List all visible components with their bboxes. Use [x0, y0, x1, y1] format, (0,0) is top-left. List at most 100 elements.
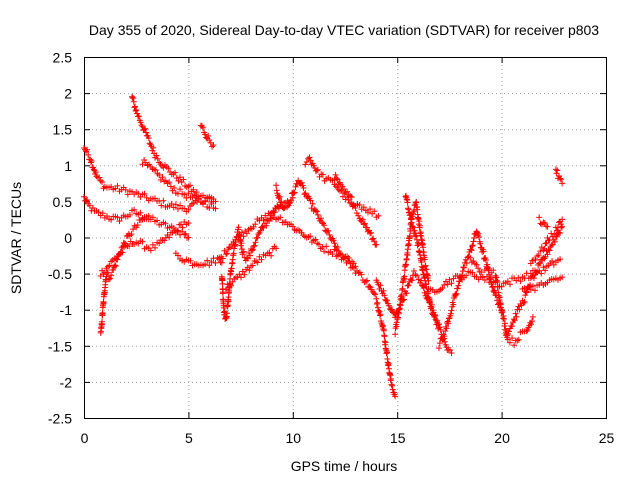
- data-points: [81, 93, 566, 400]
- data-point: [237, 236, 244, 243]
- data-point: [302, 190, 309, 197]
- data-point: [496, 294, 503, 301]
- data-point: [314, 211, 321, 218]
- data-point: [252, 239, 259, 246]
- data-point: [372, 291, 379, 298]
- data-point: [376, 312, 383, 319]
- data-point: [142, 125, 149, 132]
- data-point: [238, 274, 245, 281]
- data-point: [193, 189, 200, 196]
- data-point: [515, 336, 522, 343]
- data-point: [105, 269, 112, 276]
- data-point: [553, 227, 560, 234]
- data-point: [454, 285, 461, 292]
- data-point: [206, 137, 213, 144]
- data-point: [384, 349, 391, 356]
- data-point: [380, 287, 387, 294]
- data-point: [202, 261, 209, 268]
- data-point: [548, 242, 555, 249]
- data-point: [96, 174, 103, 181]
- chart-title: Day 355 of 2020, Sidereal Day-to-day VTE…: [89, 22, 599, 38]
- data-point: [145, 135, 152, 142]
- data-point: [425, 272, 432, 279]
- data-point: [467, 246, 474, 253]
- data-point: [373, 241, 380, 248]
- data-point: [435, 345, 442, 352]
- data-point: [95, 209, 102, 216]
- data-point: [132, 107, 139, 114]
- data-point: [360, 204, 367, 211]
- data-point: [290, 190, 297, 197]
- data-point: [166, 179, 173, 186]
- data-point: [559, 216, 566, 223]
- data-point: [149, 241, 156, 248]
- data-point: [87, 159, 94, 166]
- y-tick-label: -1: [60, 302, 73, 318]
- data-point: [494, 283, 501, 290]
- data-point: [143, 129, 150, 136]
- data-point: [349, 264, 356, 271]
- data-point: [401, 273, 408, 280]
- data-point: [323, 243, 330, 250]
- data-point: [208, 200, 215, 207]
- data-point: [501, 320, 508, 327]
- data-point: [556, 172, 563, 179]
- data-point: [557, 256, 564, 263]
- data-point: [254, 234, 261, 241]
- data-point: [392, 314, 399, 321]
- y-tick-label: 1.5: [53, 122, 73, 138]
- data-point: [273, 245, 280, 252]
- data-point: [511, 342, 518, 349]
- data-point: [370, 235, 377, 242]
- data-point: [515, 274, 522, 281]
- data-point: [185, 190, 192, 197]
- data-point: [504, 278, 511, 285]
- data-point: [331, 246, 338, 253]
- data-point: [528, 321, 535, 328]
- data-point: [445, 320, 452, 327]
- data-point: [289, 223, 296, 230]
- data-point: [251, 242, 258, 249]
- data-point: [206, 262, 213, 269]
- data-point: [559, 274, 566, 281]
- data-point: [212, 205, 219, 212]
- data-point: [540, 264, 547, 271]
- data-point: [134, 222, 141, 229]
- x-tick-label: 20: [494, 430, 510, 446]
- data-point: [210, 142, 217, 149]
- data-point: [437, 326, 444, 333]
- data-point: [238, 240, 245, 247]
- data-point: [448, 350, 455, 357]
- data-point: [442, 328, 449, 335]
- y-tick-label: 1: [64, 158, 72, 174]
- data-point: [116, 250, 123, 257]
- data-point: [427, 298, 434, 305]
- data-point: [381, 333, 388, 340]
- data-point: [217, 259, 224, 266]
- data-point: [224, 310, 231, 317]
- data-point: [116, 218, 123, 225]
- data-point: [506, 281, 513, 288]
- data-point: [179, 224, 186, 231]
- x-tick-labels: 0 5 10 15 20 25: [81, 430, 615, 446]
- data-point: [403, 290, 410, 297]
- data-point: [513, 313, 520, 320]
- data-point: [150, 144, 157, 151]
- data-point: [156, 159, 163, 166]
- data-point: [291, 189, 298, 196]
- data-point: [514, 337, 521, 344]
- data-point: [315, 241, 322, 248]
- data-point: [479, 273, 486, 280]
- data-point: [106, 276, 113, 283]
- data-point: [181, 191, 188, 198]
- data-point: [434, 317, 441, 324]
- data-point: [489, 284, 496, 291]
- data-point: [448, 307, 455, 314]
- data-point: [313, 167, 320, 174]
- data-point: [373, 295, 380, 302]
- data-point: [249, 262, 256, 269]
- data-point: [421, 256, 428, 263]
- data-point: [81, 193, 87, 200]
- data-point: [542, 267, 549, 274]
